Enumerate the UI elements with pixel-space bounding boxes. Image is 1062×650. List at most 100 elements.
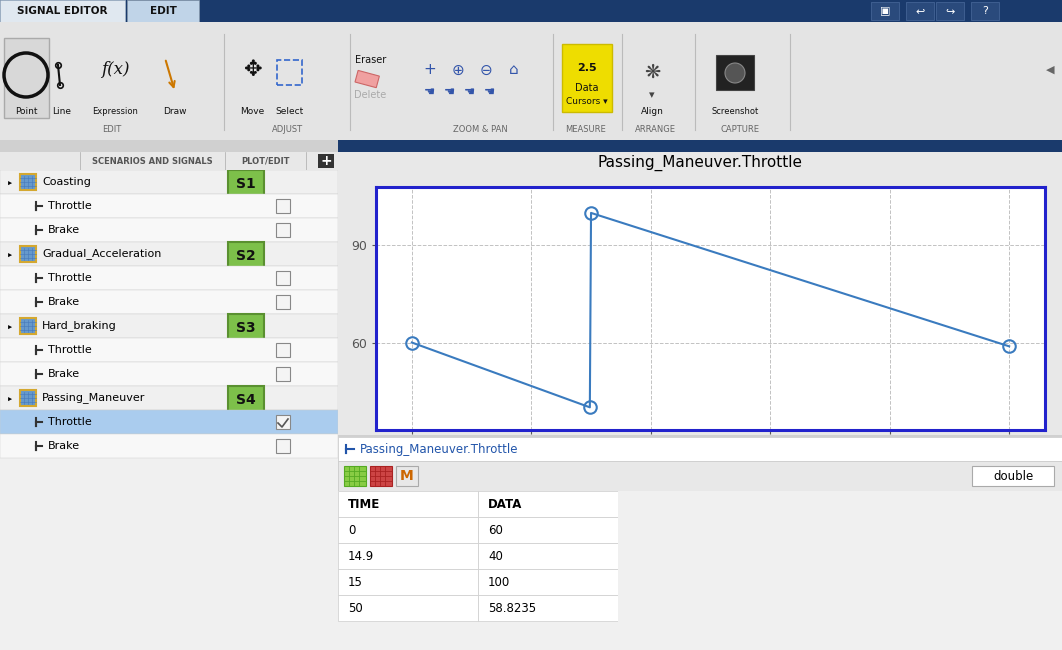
Bar (478, 491, 618, 517)
Bar (228, 242, 264, 270)
Text: Throttle: Throttle (48, 345, 91, 355)
Bar (20, 390, 36, 406)
Bar (562, 44, 612, 112)
Text: Throttle: Throttle (48, 201, 91, 211)
Bar (20, 246, 36, 262)
Text: Hard_braking: Hard_braking (42, 320, 117, 332)
Bar (478, 569, 618, 595)
Text: ZOOM & PAN: ZOOM & PAN (452, 125, 508, 134)
Bar (228, 170, 264, 198)
Bar (0, 170, 338, 194)
Bar (0, 338, 338, 362)
Bar (338, 543, 478, 569)
Text: ☚: ☚ (464, 86, 476, 99)
Text: Data: Data (576, 83, 599, 93)
Text: ▴: ▴ (5, 396, 15, 400)
Text: 0: 0 (348, 523, 356, 536)
Text: double: double (993, 469, 1033, 482)
Text: Gradual_Acceleration: Gradual_Acceleration (42, 248, 161, 259)
Text: 60: 60 (489, 523, 503, 536)
Text: ▴: ▴ (5, 252, 15, 256)
Text: Cursors ▾: Cursors ▾ (566, 98, 607, 107)
Bar (618, 491, 1062, 650)
Bar (338, 491, 478, 517)
Text: Screenshot: Screenshot (712, 107, 758, 116)
Bar (972, 466, 1054, 486)
Text: ↪: ↪ (945, 6, 955, 16)
Bar (338, 140, 1062, 152)
Text: 50: 50 (348, 601, 363, 614)
Text: ADJUST: ADJUST (272, 125, 303, 134)
Text: Draw: Draw (164, 107, 187, 116)
Bar (0, 218, 338, 242)
Text: 15: 15 (348, 575, 363, 588)
Bar (4, 38, 49, 118)
Text: Throttle: Throttle (48, 273, 91, 283)
Bar (716, 55, 754, 90)
Text: M: M (400, 469, 414, 483)
Bar (0, 242, 338, 266)
Text: S4: S4 (236, 393, 256, 407)
Bar (228, 386, 264, 414)
Text: +: + (320, 154, 331, 168)
Text: S1: S1 (236, 177, 256, 191)
Text: 100: 100 (489, 575, 510, 588)
Text: EDIT: EDIT (102, 125, 122, 134)
Bar (871, 2, 900, 20)
Bar (396, 466, 418, 486)
Text: CAPTURE: CAPTURE (720, 125, 759, 134)
Text: ☚: ☚ (425, 86, 435, 99)
Bar (0, 386, 338, 410)
Bar (276, 199, 290, 213)
Text: Brake: Brake (48, 225, 80, 235)
Text: SCENARIOS AND SIGNALS: SCENARIOS AND SIGNALS (91, 157, 212, 166)
Bar (936, 2, 964, 20)
Text: ?: ? (982, 6, 988, 16)
Text: Passing_Maneuver.Throttle: Passing_Maneuver.Throttle (360, 443, 518, 456)
Bar (478, 517, 618, 543)
Text: ▴: ▴ (5, 180, 15, 184)
Bar (338, 517, 478, 543)
Text: Line: Line (52, 107, 71, 116)
Text: MEASURE: MEASURE (565, 125, 605, 134)
Bar (276, 415, 290, 429)
Bar (478, 543, 618, 569)
Text: ❋: ❋ (644, 62, 661, 81)
Bar (0, 140, 338, 152)
Text: Eraser: Eraser (355, 55, 387, 65)
Text: 58.8235: 58.8235 (489, 601, 536, 614)
Text: SIGNAL EDITOR: SIGNAL EDITOR (17, 6, 107, 16)
Bar (338, 569, 478, 595)
Text: ☚: ☚ (444, 86, 456, 99)
Text: Brake: Brake (48, 441, 80, 451)
Text: ARRANGE: ARRANGE (634, 125, 675, 134)
Circle shape (725, 63, 746, 83)
Text: PLOT/EDIT: PLOT/EDIT (242, 157, 290, 166)
Text: ↩: ↩ (915, 6, 925, 16)
Text: Brake: Brake (48, 369, 80, 379)
Text: ◀: ◀ (1046, 65, 1055, 75)
Text: S2: S2 (236, 249, 256, 263)
Text: f(x): f(x) (101, 62, 130, 79)
Bar (0, 410, 338, 434)
Text: ⌂: ⌂ (509, 62, 519, 77)
Text: +: + (424, 62, 436, 77)
Text: ▾: ▾ (649, 90, 655, 100)
Text: 2.5: 2.5 (577, 63, 597, 73)
Bar (370, 466, 392, 486)
Bar (276, 439, 290, 453)
Bar (0, 362, 338, 386)
Bar (127, 0, 199, 22)
Text: ☚: ☚ (484, 86, 496, 99)
Text: Align: Align (640, 107, 664, 116)
Bar (20, 174, 36, 190)
Bar (906, 2, 933, 20)
Bar (276, 295, 290, 309)
Text: S3: S3 (236, 321, 256, 335)
Text: Expression: Expression (92, 107, 138, 116)
Text: ▴: ▴ (5, 324, 15, 328)
Bar (338, 595, 478, 621)
Bar (344, 466, 366, 486)
Bar (0, 434, 338, 458)
Text: Point: Point (15, 107, 37, 116)
